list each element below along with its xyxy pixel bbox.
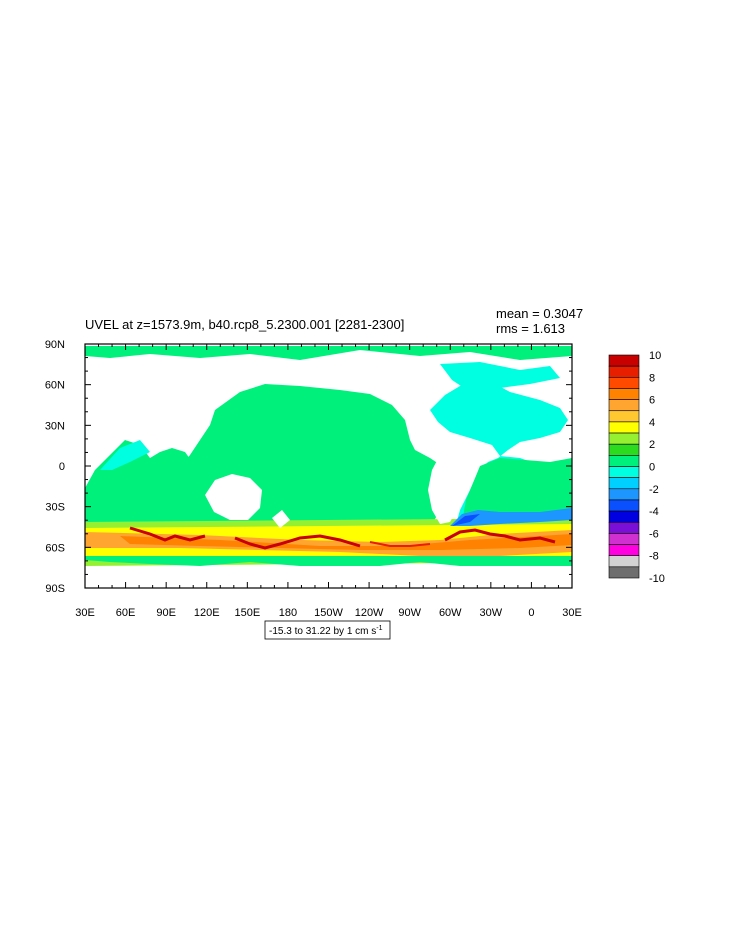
subtitle-main: -15.3 to 31.22 by 1 cm s (269, 626, 376, 637)
colorbar-swatch (608, 432, 640, 445)
x-tick-label: 30E (562, 607, 582, 619)
y-tick-label: 90S (45, 583, 65, 595)
colorbar-label: -6 (649, 528, 659, 540)
colorbar-label: 8 (649, 372, 655, 384)
y-tick-label: 60S (45, 542, 65, 554)
colorbar-label: -8 (649, 551, 659, 563)
acc-red-jet-4 (369, 541, 431, 547)
x-tick-label: 150W (314, 607, 343, 619)
colorbar: 10 8 6 4 2 0 -2 -4 -6 -8 -10 (608, 350, 665, 585)
axis-ticks: 30E 60E 90E 120E 150E 180 150W 120W 90W 60W 30W 0 30… (45, 339, 582, 619)
colorbar-swatch (608, 455, 640, 467)
colorbar-label: 10 (649, 350, 661, 362)
y-tick-label: 0 (59, 461, 65, 473)
colorbar-swatch (608, 488, 640, 501)
acc-red-jet-3 (444, 528, 556, 544)
land-australia (205, 474, 262, 520)
colorbar-label: -4 (649, 506, 659, 518)
ocean-atlantic-green (462, 458, 572, 524)
y-tick-label: 60N (45, 380, 65, 392)
colorbar-swatch (608, 365, 640, 378)
colorbar-swatch (608, 477, 640, 490)
land-south-america (428, 455, 470, 524)
colorbar-swatch (608, 555, 640, 568)
colorbar-swatch (608, 421, 640, 434)
x-tick-label: 60E (116, 607, 136, 619)
x-tick-label: 180 (279, 607, 297, 619)
x-tick-label: 90E (156, 607, 176, 619)
colorbar-swatch (608, 521, 640, 534)
subtitle-exponent: -1 (376, 625, 382, 632)
colorbar-swatch (608, 388, 640, 400)
colorbar-swatch (608, 533, 640, 545)
acc-band-dark-orange (120, 534, 572, 550)
y-tick-label: 30N (45, 420, 65, 432)
x-tick-label: 90W (398, 607, 421, 619)
colorbar-swatch (608, 510, 640, 523)
colorbar-swatch (608, 410, 640, 423)
colorbar-swatch (608, 566, 640, 579)
colorbar-label: 2 (649, 439, 655, 451)
colorbar-swatch (608, 376, 640, 389)
subtitle: -15.3 to 31.22 by 1 cm s-1 (269, 625, 383, 637)
colorbar-swatch (608, 399, 640, 412)
colorbar-label: 0 (649, 462, 655, 474)
colorbar-swatch (608, 544, 640, 556)
acc-red-jet-1 (129, 526, 206, 542)
land-new-zealand (272, 510, 290, 528)
y-tick-label: 30S (45, 502, 65, 514)
x-tick-label: 0 (528, 607, 534, 619)
mean-stat: mean = 0.3047 (496, 306, 583, 321)
x-tick-label: 150E (234, 607, 260, 619)
x-tick-label: 60W (439, 607, 462, 619)
acc-red-jet-2 (234, 534, 361, 550)
ocean-southern (85, 556, 572, 568)
colorbar-label: -10 (649, 573, 665, 585)
colorbar-label: 6 (649, 395, 655, 407)
ocean-indian-cyan (100, 440, 150, 470)
colorbar-label: 4 (649, 417, 655, 429)
x-tick-label: 30E (75, 607, 95, 619)
westward-flow (450, 508, 572, 526)
colorbar-swatch (608, 354, 640, 367)
colorbar-swatch (608, 499, 640, 512)
y-tick-label: 90N (45, 339, 65, 351)
westward-flow-deep (452, 514, 480, 526)
x-tick-label: 120W (355, 607, 384, 619)
x-tick-label: 30W (480, 607, 503, 619)
rms-stat: rms = 1.613 (496, 321, 565, 336)
x-tick-label: 120E (194, 607, 220, 619)
colorbar-swatch (608, 466, 640, 478)
colorbar-swatch (608, 443, 640, 456)
chart-title: UVEL at z=1573.9m, b40.rcp8_5.2300.001 [… (85, 317, 404, 332)
velocity-field (85, 344, 572, 588)
subtitle-box (264, 620, 391, 640)
colorbar-label: -2 (649, 484, 659, 496)
